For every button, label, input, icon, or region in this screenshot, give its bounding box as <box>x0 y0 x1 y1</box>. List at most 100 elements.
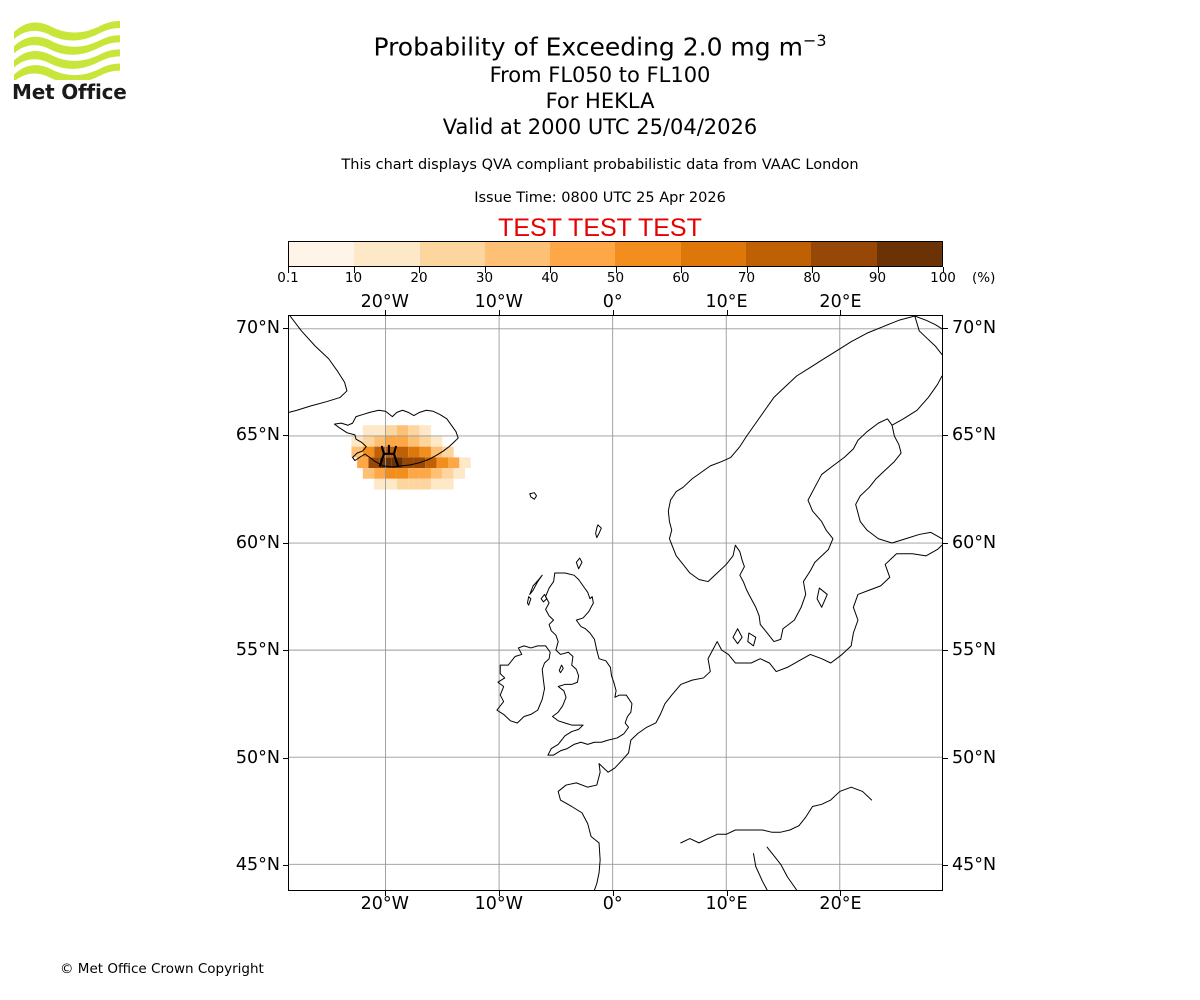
axis-tick <box>943 757 948 759</box>
ash-probability-cell <box>430 446 443 458</box>
ash-probability-cell <box>419 446 431 458</box>
coastline-path <box>557 544 942 844</box>
colorbar-tick <box>681 267 682 273</box>
lat-label-right: 65°N <box>952 425 997 446</box>
colorbar-tick-label: 100 <box>930 270 956 286</box>
ash-probability-cell <box>419 478 431 490</box>
map-gridlines <box>289 316 942 890</box>
ash-probability-cell <box>419 468 431 479</box>
colorbar-tick-label: 10 <box>344 270 363 286</box>
axis-tick <box>283 327 288 329</box>
colorbar-segment-5 <box>615 242 681 266</box>
coastline-path <box>529 574 543 595</box>
lat-label-left: 50°N <box>235 747 280 768</box>
lon-label-top: 20°E <box>819 292 862 312</box>
ash-probability-cell <box>385 446 397 458</box>
met-office-logo: Met Office <box>12 20 132 112</box>
lon-label-top: 10°E <box>705 292 748 312</box>
colorbar-tick-label: 20 <box>410 270 428 286</box>
ash-probability-cell <box>385 478 397 490</box>
ash-probability-cell <box>442 446 454 458</box>
coastline-path <box>526 596 532 606</box>
valid-time-subtitle: Valid at 2000 UTC 25/04/2026 <box>442 115 758 139</box>
coastline-path <box>732 628 743 645</box>
coastline-path <box>593 842 601 890</box>
map-panel <box>288 315 943 891</box>
colorbar-segment-0 <box>289 242 355 266</box>
axis-tick <box>840 310 842 315</box>
qva-compliance-note: This chart displays QVA compliant probab… <box>341 157 859 173</box>
axis-tick <box>726 310 728 315</box>
ash-probability-cell <box>357 457 369 469</box>
colorbar-tick-label: 70 <box>737 270 756 286</box>
colorbar-tick-label: 80 <box>803 270 821 286</box>
ash-probability-cell <box>396 446 409 458</box>
lat-label-left: 55°N <box>235 640 280 661</box>
ash-probability-cell <box>408 478 420 490</box>
colorbar-ticks <box>288 267 944 275</box>
ash-probability-cell <box>396 468 409 479</box>
page-title-exponent: −3 <box>802 31 827 50</box>
coastline-path <box>891 375 942 426</box>
ash-probability-cell <box>351 435 363 447</box>
axis-tick <box>943 542 948 544</box>
colorbar-segment-3 <box>484 242 551 266</box>
lon-label-bottom: 0° <box>602 894 623 914</box>
colorbar-tick <box>353 267 355 273</box>
copyright-notice: © Met Office Crown Copyright <box>60 961 264 977</box>
met-office-logo-text: Met Office <box>12 80 127 104</box>
colorbar-segment-2 <box>419 242 485 266</box>
ash-probability-cell <box>419 425 431 436</box>
colorbar-segment-4 <box>550 242 616 266</box>
lat-label-left: 45°N <box>235 855 280 876</box>
met-office-wave-mark <box>14 21 120 80</box>
colorbar-tick <box>746 267 748 273</box>
lat-label-right: 60°N <box>952 532 997 553</box>
ash-probability-cell <box>408 425 420 436</box>
coastline-path <box>333 409 459 468</box>
ash-probability-cell <box>408 446 420 458</box>
axis-tick <box>384 891 386 896</box>
axis-tick <box>283 435 288 437</box>
lon-label-bottom: 10°E <box>705 894 748 914</box>
axis-tick <box>612 310 614 315</box>
axis-tick <box>283 757 288 759</box>
ash-probability-cell <box>374 446 386 458</box>
coastline-path <box>540 593 548 603</box>
ash-probability-cell <box>453 468 466 479</box>
ash-probability-cell <box>368 457 380 469</box>
colorbar-tick <box>484 267 486 273</box>
colorbar-tick <box>550 267 551 273</box>
ash-probability-cell <box>385 435 397 447</box>
test-banner: TEST TEST TEST <box>498 214 702 242</box>
axis-tick <box>283 542 288 544</box>
ash-probability-cell <box>374 435 386 447</box>
flight-level-subtitle: From FL050 to FL100 <box>489 63 711 87</box>
coastline-path <box>575 557 583 570</box>
ash-probability-cell <box>459 457 471 469</box>
lat-label-left: 60°N <box>235 532 280 553</box>
axis-tick <box>498 891 500 896</box>
ash-probability-cell <box>419 435 431 447</box>
lon-label-top: 20°W <box>360 292 409 312</box>
lon-label-bottom: 10°W <box>474 894 523 914</box>
ash-probability-cell <box>362 446 375 458</box>
colorbar-tick-label: 0.1 <box>277 270 299 286</box>
coastline-path <box>558 664 564 674</box>
coastline-path <box>816 587 828 608</box>
page-title: Probability of Exceeding 2.0 mg m−3 <box>0 26 1200 62</box>
ash-probability-cell <box>402 457 414 469</box>
colorbar-tick-label: 30 <box>475 270 494 286</box>
colorbar-tick-label: 40 <box>541 270 559 286</box>
axis-tick <box>943 327 948 329</box>
axis-tick <box>384 310 386 315</box>
colorbar-gradient <box>288 241 943 267</box>
coastline-path <box>798 786 873 827</box>
lat-label-left: 65°N <box>235 425 280 446</box>
ash-probability-cell <box>430 478 443 490</box>
ash-probability-cell <box>430 435 443 447</box>
ash-probability-cell <box>362 435 375 447</box>
ash-probability-cell <box>374 468 386 479</box>
colorbar-tick <box>615 267 617 273</box>
